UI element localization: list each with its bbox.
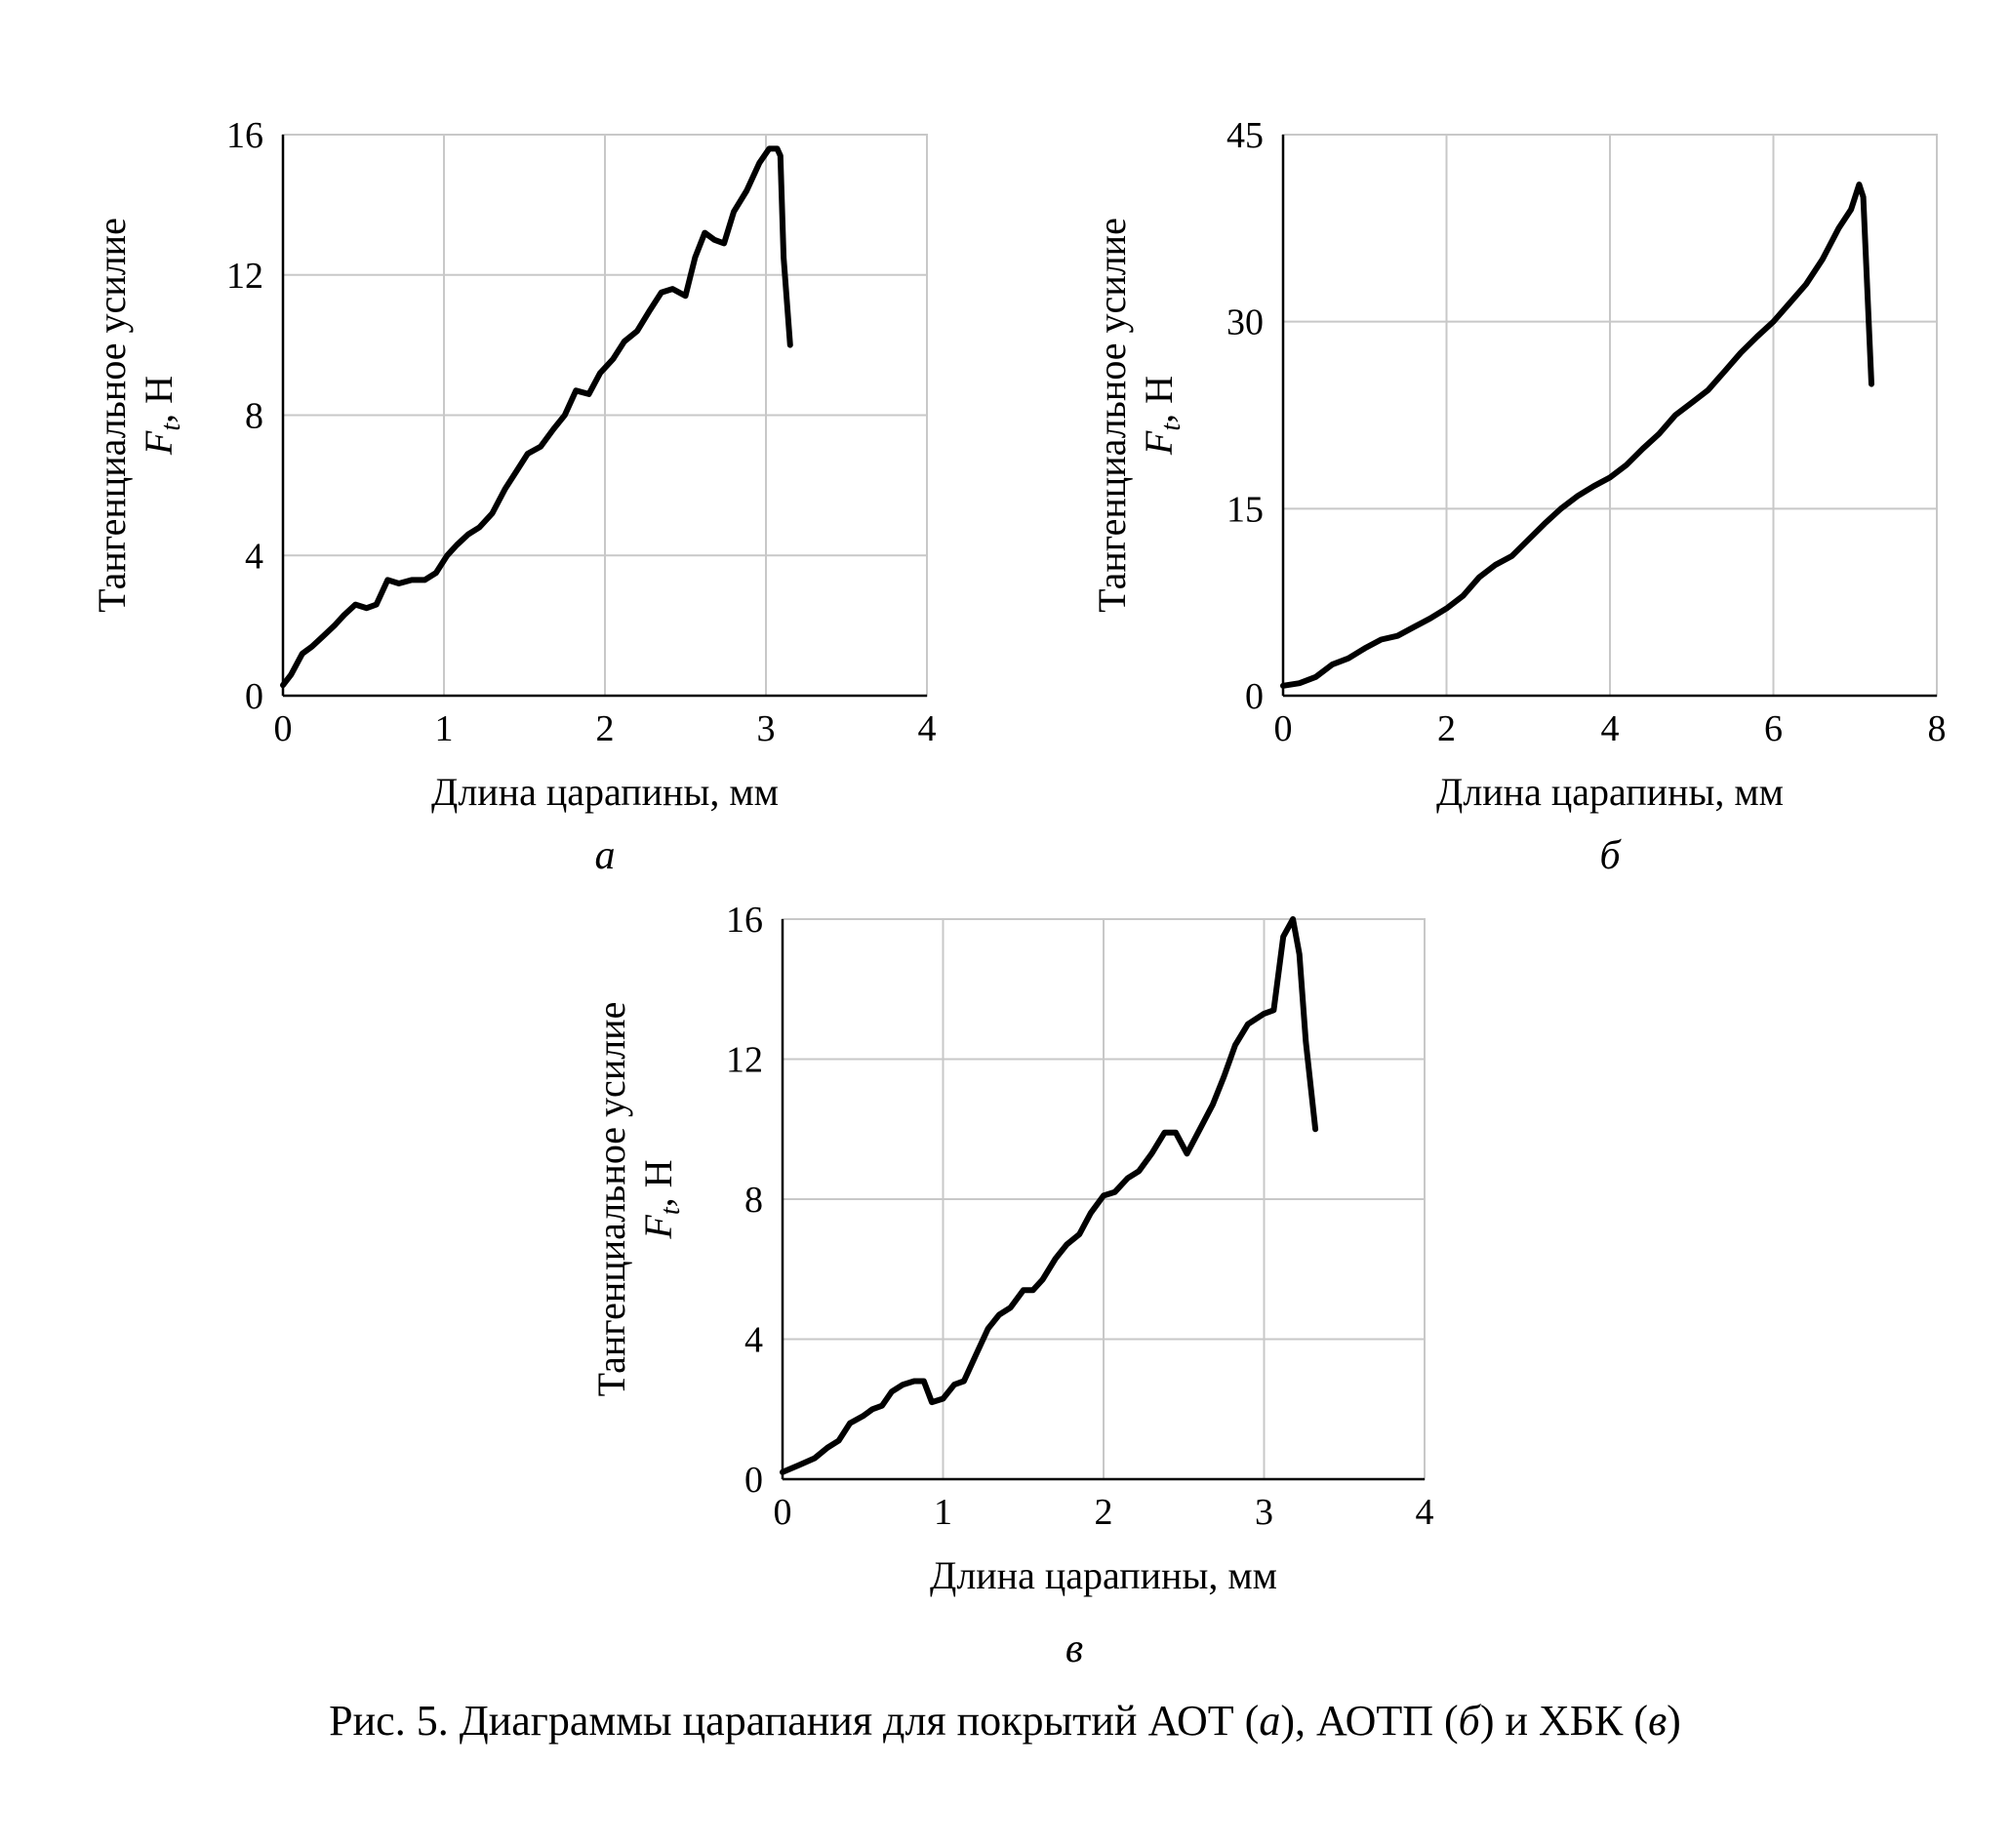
chart-a-y-axis-subscript: t <box>156 422 186 431</box>
chart-a-y-tick-label: 0 <box>245 676 263 717</box>
chart-b-y-axis-subscript: t <box>1156 422 1186 431</box>
chart-a-panel-letter: а <box>595 833 616 878</box>
chart-a-y-axis-title-line2: Ft, Н <box>137 376 186 456</box>
chart-c-y-tick-label: 16 <box>726 900 763 941</box>
chart-a-series-line <box>280 145 793 689</box>
chart-b-x-tick-label: 2 <box>1437 708 1456 749</box>
chart-c-x-tick-label: 1 <box>934 1492 952 1533</box>
chart-b-x-tick-label: 4 <box>1601 708 1620 749</box>
chart-c-x-tick-label: 2 <box>1095 1492 1113 1533</box>
chart-c-y-axis-title-line1: Тангенциальное усилие <box>589 1002 633 1397</box>
chart-a-x-tick-label: 1 <box>435 708 454 749</box>
chart-b-y-tick-label: 30 <box>1226 302 1264 343</box>
chart-c-y-tick-label: 12 <box>726 1040 763 1081</box>
chart-c-series-line <box>780 916 1319 1475</box>
chart-c-x-tick-label: 0 <box>774 1492 792 1533</box>
chart-c-y-axis-unit: , Н <box>636 1159 680 1207</box>
chart-b-y-axis-title-line2: Ft, Н <box>1137 376 1186 456</box>
chart-c-x-tick-label: 3 <box>1255 1492 1273 1533</box>
chart-b-y-tick-label: 45 <box>1226 115 1264 156</box>
chart-a-y-tick-label: 4 <box>245 536 263 577</box>
chart-a-y-axis-unit: , Н <box>137 376 181 423</box>
chart-b-x-axis-title: Длина царапины, мм <box>1436 770 1784 814</box>
chart-a-x-axis-title: Длина царапины, мм <box>431 770 779 814</box>
chart-c-y-tick-label: 8 <box>744 1180 763 1221</box>
chart-a-y-tick-label: 8 <box>245 396 263 437</box>
chart-b-y-axis-symbol: F <box>1137 430 1181 456</box>
chart-b-series-line <box>1280 181 1874 689</box>
chart-c-y-axis-subscript: t <box>656 1206 686 1215</box>
chart-a-y-tick-label: 16 <box>226 115 263 156</box>
caption-letter-c: в <box>1648 1697 1667 1745</box>
caption-mid-2: ) и ХБК ( <box>1480 1697 1648 1745</box>
chart-b-x-tick-label: 0 <box>1274 708 1293 749</box>
chart-c-y-axis-title-line2: Ft, Н <box>636 1159 686 1239</box>
chart-c-panel-letter: в <box>1065 1627 1083 1671</box>
chart-c-y-tick-label: 0 <box>744 1460 763 1501</box>
chart-c-y-tick-label: 4 <box>744 1320 763 1361</box>
chart-b-x-tick-label: 8 <box>1928 708 1947 749</box>
chart-a-y-axis-symbol: F <box>137 430 181 456</box>
chart-a-x-tick-label: 3 <box>757 708 776 749</box>
chart-c-x-tick-label: 4 <box>1416 1492 1434 1533</box>
caption-letter-a: а <box>1259 1697 1280 1745</box>
figure-caption: Рис. 5. Диаграммы царапания для покрытий… <box>329 1697 1681 1745</box>
caption-letter-b: б <box>1459 1697 1482 1745</box>
chart-panel-b: 0 2 4 6 8 0 15 30 45 Длина царапины, мм Тангенциал… <box>1090 115 1947 878</box>
caption-suffix: ) <box>1667 1697 1681 1745</box>
chart-b-y-axis-unit: , Н <box>1137 376 1181 423</box>
chart-a-x-tick-label: 2 <box>596 708 615 749</box>
chart-a-x-tick-label: 0 <box>274 708 293 749</box>
chart-a-x-tick-label: 4 <box>918 708 937 749</box>
caption-mid-1: ), АОТП ( <box>1280 1697 1458 1745</box>
chart-b-y-tick-label: 0 <box>1245 676 1264 717</box>
chart-a-y-axis-title-line1: Тангенциальное усилие <box>90 218 134 613</box>
caption-prefix: Рис. 5. Диаграммы царапания для покрытий… <box>329 1697 1259 1745</box>
chart-b-y-tick-label: 15 <box>1226 489 1264 530</box>
chart-b-x-tick-label: 6 <box>1764 708 1783 749</box>
chart-a-y-tick-label: 12 <box>226 256 263 297</box>
chart-b-panel-letter: б <box>1599 833 1622 878</box>
chart-c-x-axis-title: Длина царапины, мм <box>930 1553 1277 1597</box>
chart-b-y-axis-title-line1: Тангенциальное усилие <box>1090 218 1134 613</box>
chart-c-y-axis-symbol: F <box>636 1215 680 1240</box>
